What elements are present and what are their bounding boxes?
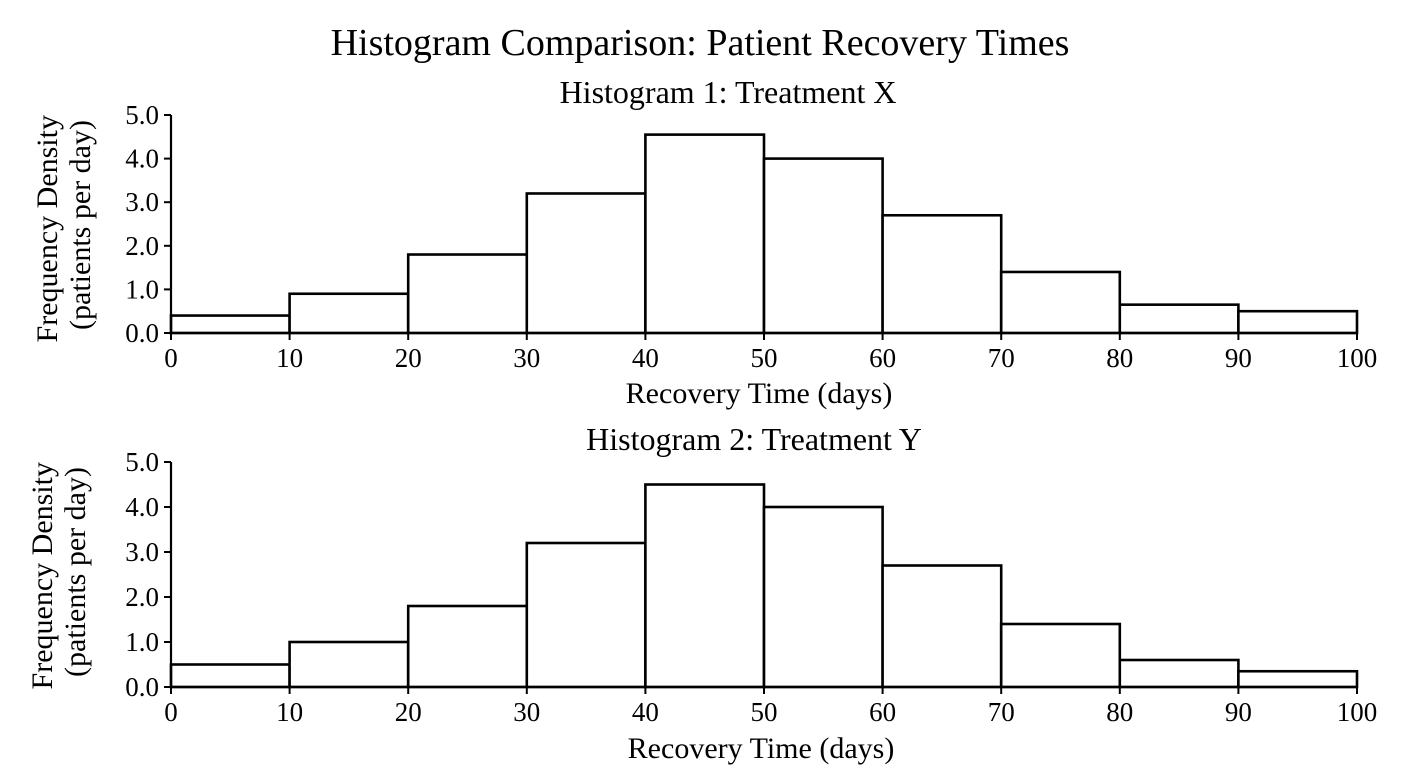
x-ticks-group: 0 10 20 30 40 50 60 70 80 90 100 [164, 687, 1377, 727]
histogram-bar [406, 253, 529, 335]
histogram-bar [999, 270, 1122, 335]
y-tick-label: 2.0 [125, 582, 159, 612]
histogram-bar [1237, 669, 1359, 689]
x-tick-label: 0 [164, 343, 178, 373]
x-tick-label: 60 [869, 343, 896, 373]
histogram-bar [525, 192, 647, 335]
bars-group [169, 483, 1359, 689]
x-tick-label: 90 [1225, 697, 1252, 727]
histogram-bar [406, 604, 529, 689]
y-tick-label: 3.0 [125, 537, 159, 567]
y-axis-label-line2: (patients per day) [64, 120, 97, 330]
x-ticks-group: 0 10 20 30 40 50 60 70 80 90 100 [164, 333, 1377, 373]
x-tick-label: 90 [1225, 343, 1252, 373]
histogram-bar [288, 292, 410, 335]
x-tick-label: 10 [276, 343, 303, 373]
x-tick-label: 50 [751, 343, 778, 373]
x-axis-label: Recovery Time (days) [626, 377, 893, 410]
y-tick-label: 5.0 [125, 100, 159, 130]
y-tick-label: 3.0 [125, 187, 159, 217]
y-axis-label: Frequency Density (patients per day) [26, 455, 92, 690]
histogram-bar [1237, 309, 1359, 335]
histogram-bar [762, 505, 884, 689]
panel-title: Histogram 1: Treatment X [560, 74, 897, 110]
y-tick-label: 1.0 [125, 627, 159, 657]
y-tick-label: 4.0 [125, 492, 159, 522]
x-tick-label: 30 [513, 697, 540, 727]
x-tick-label: 20 [395, 697, 422, 727]
y-ticks-group: 0.0 1.0 2.0 3.0 4.0 5.0 [125, 100, 171, 348]
histogram-bar [881, 213, 1003, 335]
y-axis-label: Frequency Density (patients per day) [31, 108, 97, 343]
histogram-bar [169, 663, 291, 689]
histogram-bar [1118, 658, 1240, 689]
x-tick-label: 20 [395, 343, 422, 373]
x-tick-label: 40 [632, 343, 659, 373]
y-tick-label: 5.0 [125, 447, 159, 477]
x-tick-label: 100 [1337, 343, 1378, 373]
x-axis-label: Recovery Time (days) [628, 732, 895, 765]
histogram-bar [762, 157, 884, 335]
x-tick-label: 70 [988, 697, 1015, 727]
histogram-panel-treatment-x: Histogram 1: Treatment X 0.0 1.0 2.0 3.0 4.0… [31, 74, 1377, 410]
x-tick-label: 30 [513, 343, 540, 373]
y-axis-label-line2: (patients per day) [59, 467, 92, 677]
y-ticks-group: 0.0 1.0 2.0 3.0 4.0 5.0 [125, 447, 171, 702]
figure-title: Histogram Comparison: Patient Recovery T… [331, 22, 1070, 64]
bars-group [169, 133, 1359, 335]
histogram-bar [644, 133, 766, 335]
histogram-bar [169, 314, 291, 335]
histogram-bar [881, 564, 1003, 689]
x-tick-label: 80 [1106, 697, 1133, 727]
histogram-bar [288, 640, 410, 689]
x-tick-label: 50 [751, 697, 778, 727]
x-tick-label: 80 [1106, 343, 1133, 373]
x-tick-label: 70 [988, 343, 1015, 373]
y-tick-label: 0.0 [125, 318, 159, 348]
y-axis-label-line1: Frequency Density [31, 115, 64, 342]
y-axis-label-line1: Frequency Density [26, 462, 59, 689]
x-tick-label: 100 [1337, 697, 1378, 727]
histogram-panel-treatment-y: Histogram 2: Treatment Y 0.0 1.0 2.0 3.0 4.0… [26, 421, 1377, 765]
x-tick-label: 40 [632, 697, 659, 727]
histogram-bar [525, 541, 647, 689]
histogram-bar [1118, 303, 1240, 335]
x-tick-label: 0 [164, 697, 178, 727]
y-tick-label: 2.0 [125, 231, 159, 261]
y-tick-label: 4.0 [125, 144, 159, 174]
histogram-bar [999, 622, 1122, 689]
panel-title: Histogram 2: Treatment Y [586, 421, 922, 457]
y-tick-label: 1.0 [125, 274, 159, 304]
histogram-bar [644, 483, 766, 689]
x-tick-label: 10 [276, 697, 303, 727]
x-tick-label: 60 [869, 697, 896, 727]
y-tick-label: 0.0 [125, 672, 159, 702]
